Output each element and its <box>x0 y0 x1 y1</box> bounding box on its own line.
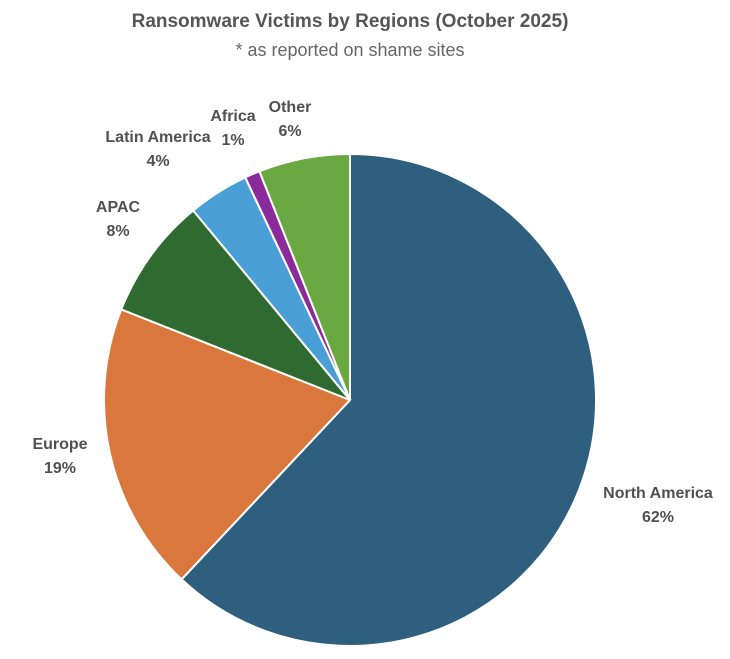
pie-slice <box>180 152 597 647</box>
chart-subtitle: * as reported on shame sites <box>235 40 464 60</box>
slice-value-label: 6% <box>278 123 301 140</box>
slice-label: Africa <box>210 108 255 125</box>
chart-title: Ransomware Victims by Regions (October 2… <box>132 11 569 32</box>
slice-value-label: 62% <box>642 509 674 526</box>
slice-value-label: 8% <box>106 223 129 240</box>
slice-label: APAC <box>96 199 141 216</box>
slice-value-label: 4% <box>146 153 169 170</box>
slice-label: Europe <box>32 436 87 453</box>
slice-label: Other <box>269 99 312 116</box>
slice-label: Latin America <box>105 129 210 146</box>
slice-value-label: 19% <box>44 460 76 477</box>
slice-value-label: 1% <box>221 132 244 149</box>
slice-label: North America <box>603 485 713 502</box>
pie-slice <box>119 209 351 401</box>
pie-slice <box>103 308 352 581</box>
pie-slice <box>258 152 351 401</box>
